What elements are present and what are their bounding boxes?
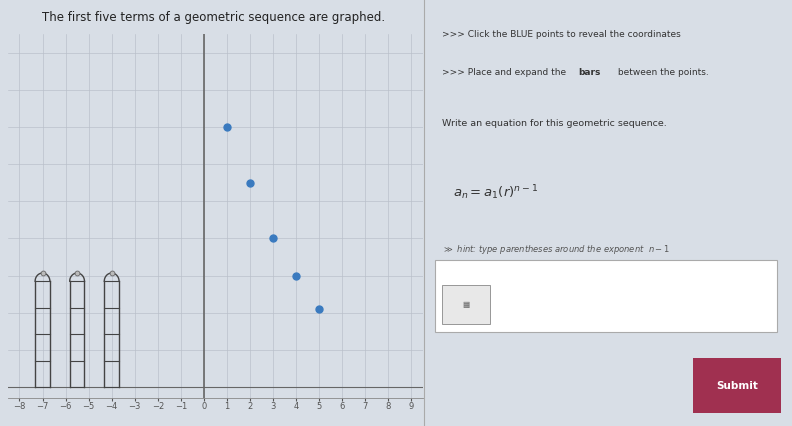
Text: >>> Click the BLUE points to reveal the coordinates: >>> Click the BLUE points to reveal the …	[442, 30, 681, 39]
Point	[313, 306, 326, 313]
FancyBboxPatch shape	[442, 285, 490, 324]
Text: $\gg$ hint: type parentheses around the exponent  $n-1$: $\gg$ hint: type parentheses around the …	[442, 243, 670, 256]
Point	[267, 235, 280, 242]
FancyBboxPatch shape	[435, 260, 777, 332]
Point	[290, 272, 303, 279]
Text: The first five terms of a geometric sequence are graphed.: The first five terms of a geometric sequ…	[42, 11, 386, 24]
Point	[221, 124, 234, 130]
Text: between the points.: between the points.	[615, 68, 709, 77]
Point	[244, 179, 257, 186]
Text: ▦: ▦	[463, 300, 470, 309]
Text: bars: bars	[578, 68, 601, 77]
FancyBboxPatch shape	[692, 358, 781, 413]
Text: $a_n = a_1(r)^{n-1}$: $a_n = a_1(r)^{n-1}$	[453, 183, 539, 202]
Text: Submit: Submit	[716, 380, 758, 391]
Text: Write an equation for this geometric sequence.: Write an equation for this geometric seq…	[442, 119, 667, 128]
Text: >>> Place and expand the: >>> Place and expand the	[442, 68, 569, 77]
